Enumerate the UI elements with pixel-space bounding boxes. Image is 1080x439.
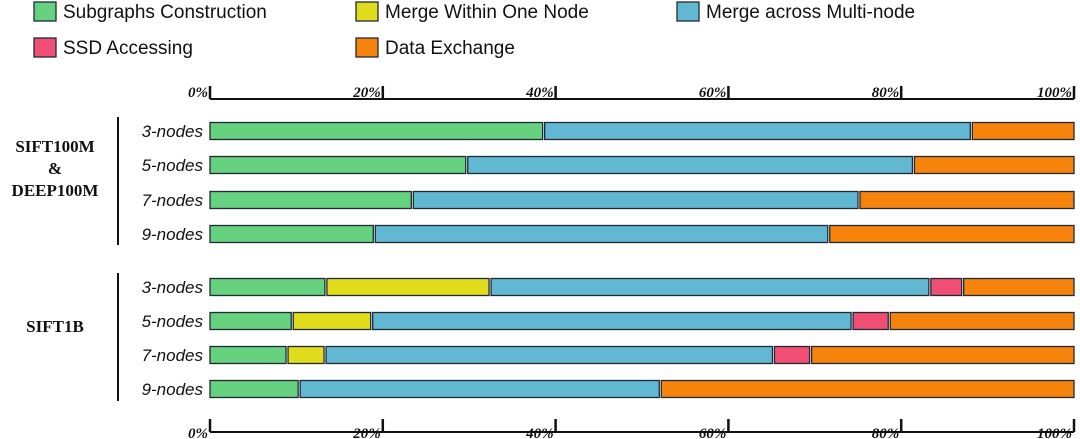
axis-tick-label-top-1: 20% bbox=[352, 85, 381, 101]
bar-segment-merge_within bbox=[287, 345, 325, 365]
axis-tick-label-bottom-3: 60% bbox=[699, 426, 727, 439]
axis-tick-label-bottom-2: 40% bbox=[525, 426, 554, 439]
bar-segment-subgraphs bbox=[209, 155, 467, 175]
legend-label-merge_within: Merge Within One Node bbox=[385, 2, 589, 23]
group-label-line: SIFT1B bbox=[26, 317, 84, 336]
bar-segment-merge_across bbox=[467, 155, 914, 175]
bar-row-9-nodes: 9-nodes bbox=[142, 379, 1075, 399]
legend-item-exchange: Data Exchange bbox=[355, 37, 515, 59]
legend-swatch-merge_within bbox=[355, 1, 379, 22]
bar-segment-exchange bbox=[913, 155, 1075, 175]
legend-swatch-merge_across bbox=[676, 1, 700, 22]
bar-segment-merge_across bbox=[490, 277, 930, 297]
axis-tick-label-top-3: 60% bbox=[699, 85, 727, 101]
axis-top: 0% 20% 40% 60% 80% 100% bbox=[188, 85, 1076, 101]
bar-groups: SIFT100M & DEEP100M 3-nodes 5-nodes 7-nodes 9-… bbox=[12, 117, 1075, 401]
bar-segment-subgraphs bbox=[209, 345, 287, 365]
legend: Subgraphs Construction Merge Within One N… bbox=[33, 1, 915, 59]
bar-segment-ssd bbox=[773, 345, 811, 365]
group-label-line: DEEP100M bbox=[12, 181, 99, 200]
row-label: 3-nodes bbox=[142, 122, 204, 141]
legend-swatch-ssd bbox=[33, 37, 57, 58]
axis-tick-label-top-5: 100% bbox=[1037, 85, 1072, 101]
legend-item-merge_within: Merge Within One Node bbox=[355, 1, 589, 23]
bar-segment-merge_across bbox=[299, 379, 660, 399]
bar-segment-subgraphs bbox=[209, 379, 299, 399]
legend-label-exchange: Data Exchange bbox=[385, 38, 515, 59]
row-label: 9-nodes bbox=[142, 380, 204, 399]
bar-segment-subgraphs bbox=[209, 190, 412, 210]
bar-segment-exchange bbox=[971, 121, 1075, 141]
bar-row-9-nodes: 9-nodes bbox=[142, 224, 1075, 244]
axis-tick-label-top-0: 0% bbox=[188, 85, 208, 101]
row-label: 5-nodes bbox=[142, 156, 204, 175]
bar-segment-merge_within bbox=[326, 277, 490, 297]
legend-label-merge_across: Merge across Multi-node bbox=[706, 2, 915, 23]
bar-segment-exchange bbox=[829, 224, 1075, 244]
bar-segment-subgraphs bbox=[209, 311, 292, 331]
bar-segment-exchange bbox=[859, 190, 1075, 210]
legend-item-merge_across: Merge across Multi-node bbox=[676, 1, 915, 23]
bar-segment-exchange bbox=[889, 311, 1075, 331]
bar-segment-merge_within bbox=[292, 311, 372, 331]
bar-segment-merge_across bbox=[325, 345, 774, 365]
bar-segment-exchange bbox=[963, 277, 1075, 297]
axis-tick-label-top-2: 40% bbox=[525, 85, 554, 101]
axis-tick-label-top-4: 80% bbox=[872, 85, 900, 101]
bar-row-3-nodes: 3-nodes bbox=[142, 121, 1075, 141]
bar-segment-merge_across bbox=[372, 311, 852, 331]
axis-tick-label-bottom-1: 20% bbox=[352, 426, 381, 439]
axis-bottom: 0% 20% 40% 60% 80% 100% bbox=[188, 419, 1076, 439]
bar-segment-merge_across bbox=[412, 190, 859, 210]
bar-segment-ssd bbox=[930, 277, 963, 297]
legend-label-ssd: SSD Accessing bbox=[63, 38, 193, 59]
row-label: 5-nodes bbox=[142, 312, 204, 331]
bar-segment-subgraphs bbox=[209, 277, 326, 297]
legend-swatch-exchange bbox=[355, 37, 379, 58]
bar-row-3-nodes: 3-nodes bbox=[142, 277, 1075, 297]
bar-segment-exchange bbox=[810, 345, 1075, 365]
bar-row-7-nodes: 7-nodes bbox=[142, 345, 1075, 365]
group-2: SIFT1B 3-nodes 5-nodes 7-nodes 9-nodes bbox=[26, 273, 1075, 401]
group-label-line: SIFT100M bbox=[15, 137, 94, 156]
bar-segment-ssd bbox=[852, 311, 889, 331]
bar-row-5-nodes: 5-nodes bbox=[142, 311, 1075, 331]
bar-segment-subgraphs bbox=[209, 121, 544, 141]
bar-row-7-nodes: 7-nodes bbox=[142, 190, 1075, 210]
group-label-line: & bbox=[48, 159, 62, 178]
legend-item-ssd: SSD Accessing bbox=[33, 37, 193, 59]
bar-row-5-nodes: 5-nodes bbox=[142, 155, 1075, 175]
group-1: SIFT100M & DEEP100M 3-nodes 5-nodes 7-nodes 9-… bbox=[12, 117, 1075, 245]
bar-segment-merge_across bbox=[543, 121, 971, 141]
axis-tick-label-bottom-5: 100% bbox=[1037, 426, 1072, 439]
axis-tick-label-bottom-4: 80% bbox=[872, 426, 900, 439]
legend-item-subgraphs: Subgraphs Construction bbox=[33, 1, 267, 23]
legend-label-subgraphs: Subgraphs Construction bbox=[63, 2, 267, 23]
row-label: 7-nodes bbox=[142, 346, 204, 365]
row-label: 9-nodes bbox=[142, 225, 204, 244]
bar-segment-subgraphs bbox=[209, 224, 374, 244]
row-label: 7-nodes bbox=[142, 191, 204, 210]
row-label: 3-nodes bbox=[142, 278, 204, 297]
bar-segment-merge_across bbox=[374, 224, 829, 244]
axis-tick-label-bottom-0: 0% bbox=[188, 426, 208, 439]
group-label: SIFT1B bbox=[26, 317, 84, 336]
group-label: SIFT100M & DEEP100M bbox=[12, 137, 99, 200]
legend-swatch-subgraphs bbox=[33, 1, 57, 22]
bar-segment-exchange bbox=[660, 379, 1075, 399]
